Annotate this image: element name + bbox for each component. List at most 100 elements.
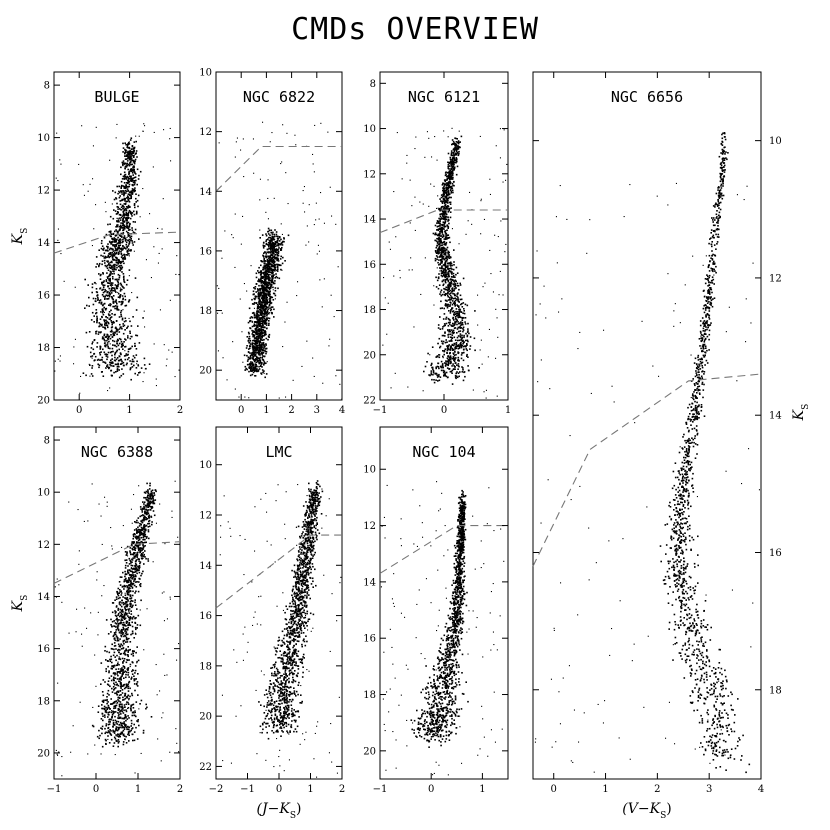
data-point	[119, 217, 121, 219]
data-point	[109, 278, 111, 280]
data-point	[453, 327, 456, 329]
data-point	[262, 275, 265, 278]
data-point	[463, 312, 466, 315]
data-point	[258, 320, 261, 323]
field-point	[244, 396, 246, 398]
field-point	[308, 241, 310, 243]
data-point	[106, 272, 108, 274]
data-point	[448, 318, 450, 321]
data-point	[457, 314, 459, 317]
data-point	[112, 365, 114, 367]
data-point	[131, 184, 134, 186]
field-point	[480, 198, 482, 200]
data-point	[260, 352, 263, 355]
data-point	[131, 212, 134, 214]
data-point	[258, 314, 260, 317]
data-point	[442, 221, 445, 223]
field-point	[142, 381, 144, 383]
data-point	[265, 283, 268, 285]
data-point	[274, 248, 277, 251]
data-point	[469, 345, 472, 347]
data-point	[249, 367, 252, 369]
data-point	[123, 216, 126, 218]
data-point	[109, 274, 111, 277]
data-point	[125, 216, 128, 219]
data-point	[113, 305, 116, 308]
data-point	[119, 200, 121, 202]
data-point	[256, 365, 258, 368]
data-point	[254, 354, 257, 356]
x-tick-label: 1	[505, 405, 511, 416]
data-point	[122, 227, 124, 229]
data-point	[124, 295, 126, 298]
data-point	[267, 270, 270, 273]
field-point	[406, 154, 408, 156]
data-point	[453, 344, 455, 347]
data-point	[443, 287, 445, 290]
data-point	[274, 245, 276, 247]
data-point	[431, 346, 434, 348]
data-point	[272, 277, 274, 280]
data-point	[112, 302, 115, 304]
data-point	[252, 365, 255, 367]
data-point	[133, 213, 136, 216]
data-point	[457, 321, 459, 323]
data-point	[459, 325, 461, 328]
data-point	[268, 247, 270, 249]
data-point	[444, 274, 446, 276]
data-point	[108, 287, 111, 290]
field-point	[253, 307, 255, 309]
data-point	[127, 233, 130, 236]
data-point	[460, 344, 462, 346]
data-point	[447, 211, 450, 213]
data-point	[262, 344, 264, 346]
data-point	[254, 297, 257, 299]
data-point	[444, 260, 447, 263]
data-point	[455, 364, 458, 366]
data-point	[263, 252, 265, 254]
data-point	[133, 203, 136, 205]
field-point	[133, 250, 135, 252]
data-point	[123, 194, 125, 197]
field-point	[241, 331, 243, 333]
data-point	[266, 314, 268, 317]
data-point	[264, 323, 267, 325]
data-point	[438, 264, 440, 266]
data-point	[123, 278, 125, 280]
data-point	[263, 265, 265, 267]
data-point	[108, 340, 110, 343]
data-point	[113, 742, 116, 744]
data-point	[106, 256, 108, 258]
data-point	[455, 310, 457, 313]
data-point	[440, 194, 443, 196]
data-point	[461, 319, 464, 321]
data-point	[273, 260, 276, 263]
data-point	[438, 208, 440, 211]
data-point	[448, 323, 451, 325]
data-point	[457, 345, 460, 347]
data-point	[114, 278, 117, 281]
data-point	[135, 150, 138, 152]
data-point	[119, 195, 121, 197]
data-point	[436, 376, 439, 378]
data-point	[261, 284, 264, 286]
data-point	[459, 316, 462, 319]
data-point	[107, 351, 110, 354]
field-point	[221, 257, 223, 259]
data-point	[438, 337, 441, 340]
field-point	[80, 375, 82, 377]
data-point	[111, 296, 113, 298]
data-point	[446, 348, 449, 350]
data-point	[426, 361, 428, 363]
data-point	[438, 217, 440, 220]
data-point	[454, 146, 457, 149]
data-point	[111, 375, 113, 377]
data-point	[259, 322, 261, 325]
y-tick-label: 14	[199, 187, 212, 198]
data-point	[269, 301, 271, 304]
field-point	[329, 338, 331, 340]
data-point	[114, 353, 116, 356]
data-point	[262, 341, 265, 344]
data-point	[443, 224, 445, 226]
data-point	[113, 267, 116, 270]
